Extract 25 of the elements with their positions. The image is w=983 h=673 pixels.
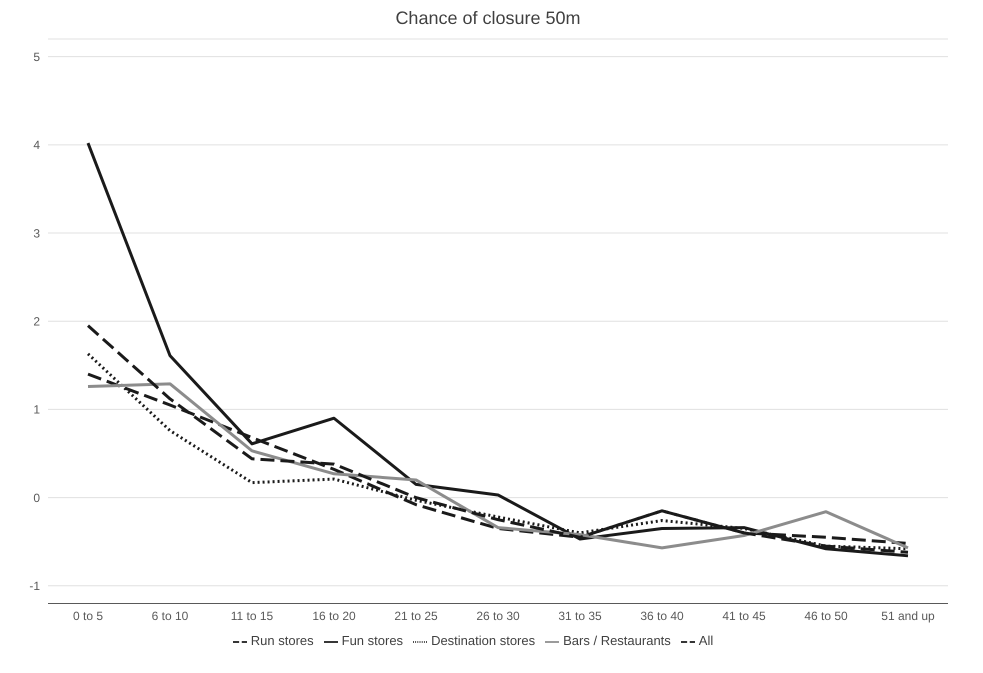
x-tick-label: 41 to 45 — [722, 608, 766, 623]
x-tick-label: 6 to 10 — [152, 608, 189, 623]
legend-label: All — [698, 633, 714, 648]
x-tick-label: 26 to 30 — [476, 608, 520, 623]
y-tick-label: 3 — [33, 226, 40, 240]
y-tick-label: 5 — [33, 50, 40, 64]
x-tick-label: 31 to 35 — [558, 608, 602, 623]
y-tick-label: 2 — [33, 314, 40, 328]
x-tick-label: 16 to 20 — [312, 608, 356, 623]
legend-label: Destination stores — [431, 633, 536, 648]
legend-label: Fun stores — [342, 633, 404, 648]
y-tick-label: -1 — [29, 579, 40, 594]
x-tick-label: 21 to 25 — [394, 608, 438, 623]
line-series — [86, 142, 910, 558]
x-tick-label: 51 and up — [881, 608, 936, 623]
y-tick-label: 0 — [33, 490, 40, 505]
y-tick-label: 4 — [33, 138, 40, 152]
x-tick-label: 11 to 15 — [230, 608, 274, 623]
chart-title: Chance of closure 50m — [394, 8, 582, 29]
y-tick-label: 1 — [33, 402, 40, 417]
x-tick-label: 46 to 50 — [804, 608, 848, 623]
x-tick-label: 0 to 5 — [72, 608, 104, 623]
x-tick-label: 36 to 40 — [640, 608, 684, 623]
legend-label: Run stores — [250, 633, 314, 648]
legend-label: Bars / Restaurants — [563, 633, 671, 648]
